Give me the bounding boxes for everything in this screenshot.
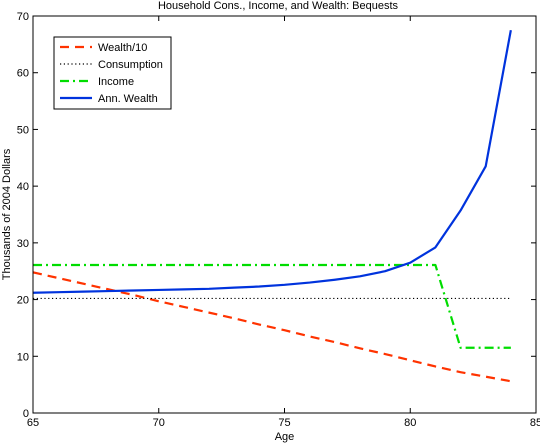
y-tick-label: 0	[23, 408, 29, 420]
y-tick-label: 70	[17, 11, 29, 23]
x-tick-label: 80	[404, 417, 416, 429]
y-tick-label: 50	[17, 124, 29, 136]
series-line-income	[33, 263, 511, 349]
legend-entry: Income	[98, 76, 134, 88]
y-tick-label: 30	[17, 238, 29, 250]
x-tick-label: 85	[530, 417, 540, 429]
x-axis: 65 70 75 80 85	[27, 16, 540, 429]
legend: Wealth/10 Consumption Income Ann. Wealth	[53, 36, 172, 110]
y-tick-label: 10	[17, 351, 29, 363]
y-axis: 0 10 20 30 40 50 60 70	[17, 11, 536, 420]
x-tick-label: 75	[278, 417, 290, 429]
y-tick-label: 60	[17, 68, 29, 80]
legend-entry: Consumption	[98, 59, 163, 71]
y-tick-label: 20	[17, 295, 29, 307]
legend-entry: Wealth/10	[98, 42, 147, 54]
chart-title: Household Cons., Income, and Wealth: Beq…	[158, 0, 399, 12]
legend-entry: Ann. Wealth	[98, 93, 158, 105]
y-axis-label: Thousands of 2004 Dollars	[1, 148, 13, 280]
y-tick-label: 40	[17, 181, 29, 193]
series-line-ann-wealth	[33, 29, 512, 294]
series-layer	[33, 29, 512, 383]
series-line-wealth-10	[33, 271, 512, 383]
x-tick-label: 70	[153, 417, 165, 429]
x-tick-label: 65	[27, 417, 39, 429]
x-axis-label: Age	[275, 431, 295, 443]
